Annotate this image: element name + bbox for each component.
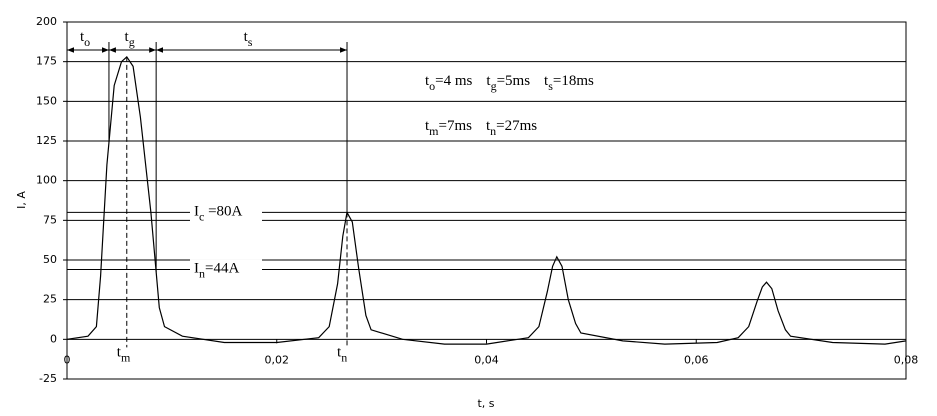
data-line bbox=[66, 55, 907, 345]
text-sub: o bbox=[84, 35, 90, 49]
y-tick-label: 125 bbox=[36, 134, 57, 147]
text-rest: =4 ms bbox=[435, 73, 472, 89]
y-axis-label: I, A bbox=[15, 191, 28, 209]
plot-frame bbox=[66, 21, 907, 380]
info-line: tm=7ms tn=27ms bbox=[425, 118, 537, 137]
text-rest: =18ms bbox=[553, 73, 594, 89]
span-label: tg bbox=[125, 29, 135, 48]
x-tick-label: 0,06 bbox=[684, 353, 709, 366]
text-sub: g bbox=[129, 35, 135, 49]
text-sub: n bbox=[490, 124, 496, 138]
text-sub: m bbox=[429, 124, 439, 138]
y-tick-label: 50 bbox=[43, 253, 57, 266]
text-base: t bbox=[125, 29, 130, 45]
text-rest: =80A bbox=[204, 204, 242, 220]
y-tick-label: 75 bbox=[43, 213, 57, 226]
y-tick-label: 25 bbox=[43, 293, 57, 306]
text-base: t bbox=[486, 73, 491, 89]
label-bg bbox=[190, 202, 262, 225]
text-sub: n bbox=[199, 266, 205, 280]
y-tick-label: 0 bbox=[50, 332, 57, 345]
y-tick-label: 150 bbox=[36, 94, 57, 107]
text-base: t bbox=[544, 73, 549, 89]
y-tick-label: 175 bbox=[36, 55, 57, 68]
text-sub: s bbox=[548, 79, 553, 93]
text-base: t bbox=[80, 29, 85, 45]
text-base: t bbox=[337, 345, 342, 361]
text-rest: =5ms bbox=[497, 73, 531, 89]
text-base: I bbox=[194, 261, 199, 277]
text-rest: =7ms bbox=[439, 118, 473, 134]
text-base: t bbox=[117, 345, 122, 361]
marker-label: tm bbox=[117, 345, 131, 364]
label-bg bbox=[190, 259, 262, 282]
text-sub: c bbox=[199, 209, 204, 223]
marker-label: tn bbox=[337, 345, 347, 364]
text-sub: s bbox=[248, 35, 253, 49]
text-base: t bbox=[486, 118, 491, 134]
text-base: t bbox=[244, 29, 249, 45]
y-tick-label: 200 bbox=[36, 15, 57, 28]
y-tick-label: -25 bbox=[39, 372, 57, 385]
threshold-label: Ic =80A bbox=[194, 204, 243, 223]
x-tick-label: 0,02 bbox=[265, 353, 290, 366]
text-base: t bbox=[425, 73, 430, 89]
span-label: ts bbox=[244, 29, 253, 48]
y-tick-label: 100 bbox=[36, 174, 57, 187]
text-sub: o bbox=[429, 79, 435, 93]
x-axis-label: t, s bbox=[477, 397, 494, 410]
text-rest: =44A bbox=[205, 261, 239, 277]
x-tick-label: 0,04 bbox=[474, 353, 499, 366]
info-line: to=4 ms tg=5ms ts=18ms bbox=[425, 73, 594, 92]
text-sub: n bbox=[341, 350, 347, 364]
text-rest: =27ms bbox=[496, 118, 537, 134]
text-base: t bbox=[425, 118, 430, 134]
text-base: I bbox=[194, 204, 199, 220]
text-sub: m bbox=[121, 350, 131, 364]
threshold-label: In=44A bbox=[194, 261, 239, 280]
span-label: to bbox=[80, 29, 90, 48]
text-sub: g bbox=[491, 79, 497, 93]
